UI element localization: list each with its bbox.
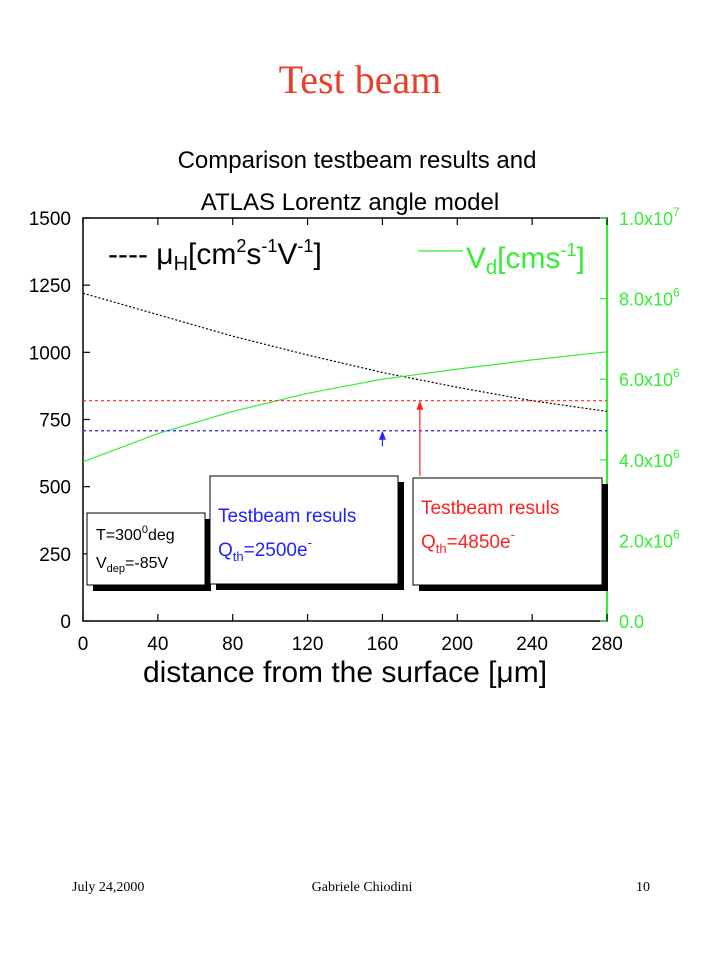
y-left-tick-label-6: 1500 [29, 209, 71, 230]
arrow-head-0 [378, 430, 386, 440]
annotation-layer [83, 400, 607, 476]
y-right-tick-label-1: 2.0x106 [619, 527, 680, 551]
x-tick-label-4: 160 [367, 634, 399, 655]
legend-vd: Vd[cms-1] [466, 240, 585, 279]
y-left-tick-label-2: 500 [39, 478, 71, 499]
x-tick-label-7: 280 [591, 634, 623, 655]
x-tick-label-3: 120 [292, 634, 324, 655]
x-axis-label: distance from the surface [μm] [143, 656, 547, 689]
y-right-tick-label-3: 6.0x106 [619, 366, 680, 390]
x-tick-label-5: 200 [441, 634, 473, 655]
series-line-0 [82, 292, 608, 412]
blue-result-box [209, 475, 399, 585]
y-right-tick-label-0: 0.0 [619, 612, 644, 632]
blue-result-qth: Qth=2500e- [218, 535, 312, 564]
y-left-tick-label-3: 750 [39, 411, 71, 432]
red-result-box [412, 477, 603, 586]
red-result-qth: Qth=4850e- [421, 527, 515, 556]
y-right-tick-label-4: 8.0x106 [619, 286, 680, 310]
x-tick-label-0: 0 [78, 634, 89, 655]
arrow-head-1 [416, 400, 424, 410]
series-line-1 [82, 351, 608, 463]
red-result-title: Testbeam resuls [421, 498, 559, 519]
conditions-temperature: T=3000deg [96, 524, 175, 544]
boxes-layer: T=3000deg Vdep=-85V Testbeam resuls Qth=… [86, 475, 608, 591]
y-left-tick-label-4: 1000 [29, 343, 71, 364]
blue-result-title: Testbeam resuls [218, 506, 356, 527]
footer-date: July 24,2000 [72, 880, 145, 895]
legend-mu: ---- μH[cm2s-1V-1] [108, 236, 322, 275]
footer-author: Gabriele Chiodini [311, 880, 413, 895]
chart-title-line1: Comparison testbeam results and [178, 147, 537, 174]
y-left-tick-label-5: 1250 [29, 276, 71, 297]
y-left-tick-label-1: 250 [39, 545, 71, 566]
series-layer [82, 292, 608, 463]
conditions-box [86, 512, 206, 586]
conditions-vdep: Vdep=-85V [96, 555, 169, 575]
x-tick-label-6: 240 [516, 634, 548, 655]
x-tick-label-1: 40 [147, 634, 168, 655]
legend-layer: ---- μH[cm2s-1V-1] Vd[cms-1] [108, 236, 585, 279]
slide-title: Test beam [278, 57, 442, 102]
y-right-tick-label-2: 4.0x106 [619, 447, 680, 471]
y-right-tick-label-5: 1.0x107 [619, 205, 680, 229]
y-left-tick-label-0: 0 [60, 612, 71, 633]
footer-page-number: 10 [636, 880, 650, 895]
chart-title-line2: ATLAS Lorentz angle model [201, 189, 499, 216]
x-tick-label-2: 80 [222, 634, 243, 655]
